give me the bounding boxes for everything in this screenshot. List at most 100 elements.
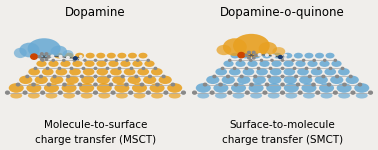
Circle shape	[313, 59, 315, 61]
Ellipse shape	[356, 93, 368, 99]
Circle shape	[59, 56, 62, 58]
Circle shape	[40, 75, 42, 78]
Ellipse shape	[116, 93, 128, 99]
Circle shape	[281, 91, 284, 94]
Ellipse shape	[28, 68, 40, 75]
Ellipse shape	[332, 60, 342, 67]
Ellipse shape	[35, 76, 48, 84]
Ellipse shape	[75, 53, 84, 58]
Circle shape	[82, 67, 85, 69]
Ellipse shape	[66, 76, 79, 84]
Ellipse shape	[45, 93, 57, 99]
Circle shape	[67, 57, 69, 59]
Ellipse shape	[137, 68, 149, 75]
Circle shape	[70, 67, 73, 69]
Ellipse shape	[167, 83, 182, 93]
Circle shape	[273, 55, 275, 57]
Circle shape	[154, 67, 157, 69]
Ellipse shape	[273, 47, 285, 56]
Circle shape	[302, 59, 305, 61]
Ellipse shape	[241, 53, 250, 58]
Circle shape	[129, 91, 133, 94]
Ellipse shape	[63, 93, 75, 99]
Ellipse shape	[273, 53, 282, 58]
Ellipse shape	[86, 53, 95, 58]
Circle shape	[203, 83, 207, 86]
Ellipse shape	[215, 68, 227, 75]
Circle shape	[149, 75, 152, 78]
Circle shape	[240, 75, 243, 78]
Ellipse shape	[325, 53, 335, 58]
Ellipse shape	[307, 60, 318, 67]
Circle shape	[226, 75, 229, 78]
Ellipse shape	[283, 53, 292, 58]
Circle shape	[45, 53, 48, 55]
Circle shape	[47, 83, 51, 86]
Ellipse shape	[284, 68, 295, 75]
Ellipse shape	[337, 83, 352, 93]
Circle shape	[282, 59, 284, 61]
Circle shape	[146, 91, 150, 94]
Ellipse shape	[97, 83, 112, 93]
Circle shape	[271, 59, 273, 61]
Ellipse shape	[250, 93, 262, 99]
Circle shape	[94, 91, 97, 94]
Ellipse shape	[354, 83, 369, 93]
Circle shape	[63, 59, 65, 61]
Ellipse shape	[319, 83, 334, 93]
Ellipse shape	[48, 60, 59, 67]
Circle shape	[258, 54, 261, 56]
Circle shape	[105, 59, 107, 61]
Ellipse shape	[28, 38, 60, 59]
Ellipse shape	[231, 53, 240, 58]
Circle shape	[265, 83, 269, 86]
Circle shape	[293, 67, 296, 69]
Circle shape	[248, 57, 250, 59]
Circle shape	[182, 91, 185, 94]
Ellipse shape	[19, 76, 33, 84]
Circle shape	[116, 59, 118, 61]
Ellipse shape	[98, 93, 110, 99]
Ellipse shape	[28, 93, 40, 99]
Ellipse shape	[231, 83, 246, 93]
Circle shape	[125, 83, 128, 86]
Circle shape	[229, 59, 231, 61]
Circle shape	[324, 59, 326, 61]
Circle shape	[31, 54, 37, 59]
Circle shape	[121, 75, 124, 78]
Circle shape	[269, 67, 272, 69]
Circle shape	[126, 59, 128, 61]
Circle shape	[34, 67, 37, 69]
Ellipse shape	[270, 68, 282, 75]
Circle shape	[94, 59, 96, 61]
Ellipse shape	[252, 53, 261, 58]
Ellipse shape	[217, 45, 231, 55]
Circle shape	[298, 91, 302, 94]
Circle shape	[73, 59, 76, 61]
Circle shape	[140, 83, 144, 86]
Circle shape	[279, 56, 282, 58]
Ellipse shape	[338, 68, 350, 75]
Circle shape	[284, 58, 287, 60]
Ellipse shape	[233, 34, 270, 57]
Circle shape	[73, 57, 77, 60]
Circle shape	[254, 75, 257, 78]
Ellipse shape	[299, 76, 312, 84]
Circle shape	[369, 91, 372, 94]
Ellipse shape	[297, 68, 309, 75]
Ellipse shape	[110, 68, 122, 75]
Ellipse shape	[9, 83, 24, 93]
Circle shape	[284, 54, 287, 56]
Ellipse shape	[96, 68, 108, 75]
Circle shape	[327, 83, 331, 86]
Circle shape	[130, 67, 133, 69]
Circle shape	[329, 67, 332, 69]
Ellipse shape	[36, 60, 46, 67]
Circle shape	[292, 59, 294, 61]
Ellipse shape	[330, 76, 343, 84]
Ellipse shape	[266, 83, 281, 93]
Circle shape	[295, 75, 297, 78]
Ellipse shape	[143, 76, 156, 84]
Ellipse shape	[259, 60, 270, 67]
Circle shape	[171, 83, 175, 86]
